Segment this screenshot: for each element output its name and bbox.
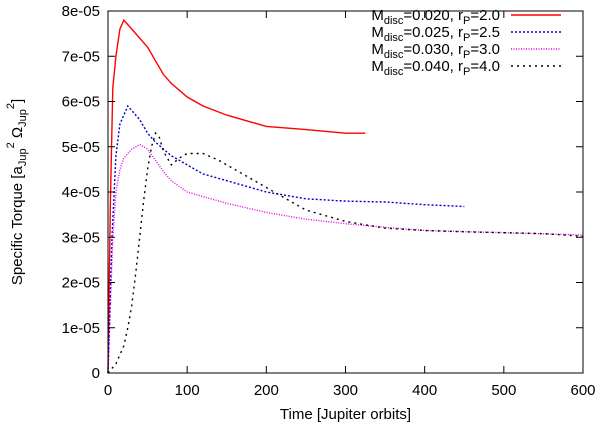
y-axis-title-prefix: Specific Torque [a <box>9 166 26 286</box>
y-axis-title: Specific Torque [aJup2 ΩJup2] <box>5 99 29 285</box>
x-tick-label: 500 <box>491 382 516 399</box>
series-line-3 <box>107 143 584 374</box>
y-tick-label: 3e-05 <box>62 229 100 246</box>
legend-label: Mdisc=0.040, rP=4.0 <box>371 58 500 78</box>
x-tick-label: 300 <box>333 382 358 399</box>
y-tick-label: 7e-05 <box>62 48 100 65</box>
y-axis-title-sup2: 2 <box>5 103 17 109</box>
y-tick-label: 2e-05 <box>62 275 100 292</box>
y-axis-title-mid: Ω <box>9 127 26 142</box>
y-axis-title-sup1: 2 <box>5 142 17 148</box>
y-tick-label: 1e-05 <box>62 320 100 337</box>
series-layer <box>107 18 584 374</box>
legend-label: Mdisc=0.020, rP=2.0 <box>371 7 500 27</box>
x-tick-label: 200 <box>254 382 279 399</box>
series-line-1 <box>107 18 366 374</box>
y-tick-label: 6e-05 <box>62 94 100 111</box>
series-line-2 <box>107 104 465 374</box>
x-tick-label: 0 <box>104 382 112 399</box>
y-axis-title-sub1: Jup <box>17 148 29 166</box>
x-tick-label: 400 <box>412 382 437 399</box>
y-tick-label: 0 <box>92 365 100 382</box>
y-tick-label: 4e-05 <box>62 184 100 201</box>
y-axis-title-suffix: ] <box>9 99 26 103</box>
legend-label: Mdisc=0.025, rP=2.5 <box>371 24 500 44</box>
y-axis-title-sub2: Jup <box>17 109 29 127</box>
legend-label: Mdisc=0.030, rP=3.0 <box>371 41 500 61</box>
x-tick-label: 100 <box>175 382 200 399</box>
y-tick-label: 8e-05 <box>62 3 100 20</box>
y-tick-label: 5e-05 <box>62 139 100 156</box>
series-line-4 <box>107 131 584 374</box>
x-axis-title: Time [Jupiter orbits] <box>280 406 411 423</box>
x-tick-label: 600 <box>570 382 595 399</box>
ticks-layer: 0 100 200 300 400 500 600 0 1e-05 2e-05 3e-05 4e-05… <box>62 3 596 399</box>
